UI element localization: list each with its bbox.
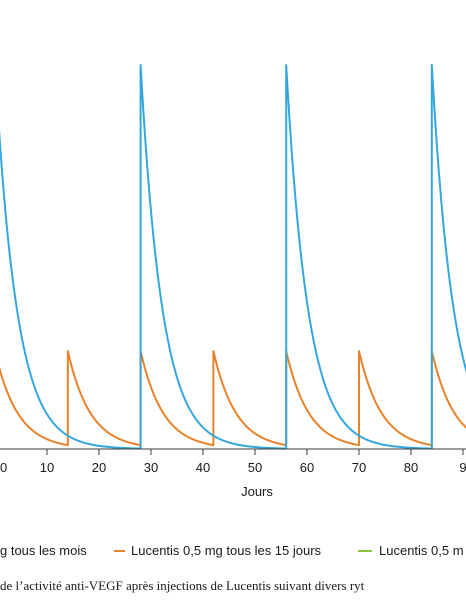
series-line-1 — [0, 350, 466, 447]
x-tick-label: 40 — [196, 460, 210, 475]
series-line-0 — [0, 64, 466, 450]
legend: g tous les mois Lucentis 0,5 mg tous les… — [0, 543, 464, 558]
plot-area — [0, 64, 466, 450]
legend-label-third: Lucentis 0,5 m — [379, 543, 464, 558]
x-tick-label: 80 — [404, 460, 418, 475]
x-tick-label: 30 — [144, 460, 158, 475]
x-tick-label: 10 — [40, 460, 54, 475]
x-tick-label: 0 — [0, 460, 7, 475]
figure-caption: de l’activité anti-VEGF après injections… — [0, 578, 365, 593]
x-tick-label: 70 — [352, 460, 366, 475]
x-tick-label: 60 — [300, 460, 314, 475]
x-axis-title: Jours — [241, 484, 273, 499]
x-tick-label: 50 — [248, 460, 262, 475]
x-axis-ticks: 0 10 20 30 40 50 60 70 80 9 — [0, 449, 466, 475]
x-tick-label: 20 — [92, 460, 106, 475]
legend-label-biweekly: Lucentis 0,5 mg tous les 15 jours — [131, 543, 322, 558]
x-tick-label: 9 — [459, 460, 466, 475]
legend-label-monthly: g tous les mois — [0, 543, 87, 558]
